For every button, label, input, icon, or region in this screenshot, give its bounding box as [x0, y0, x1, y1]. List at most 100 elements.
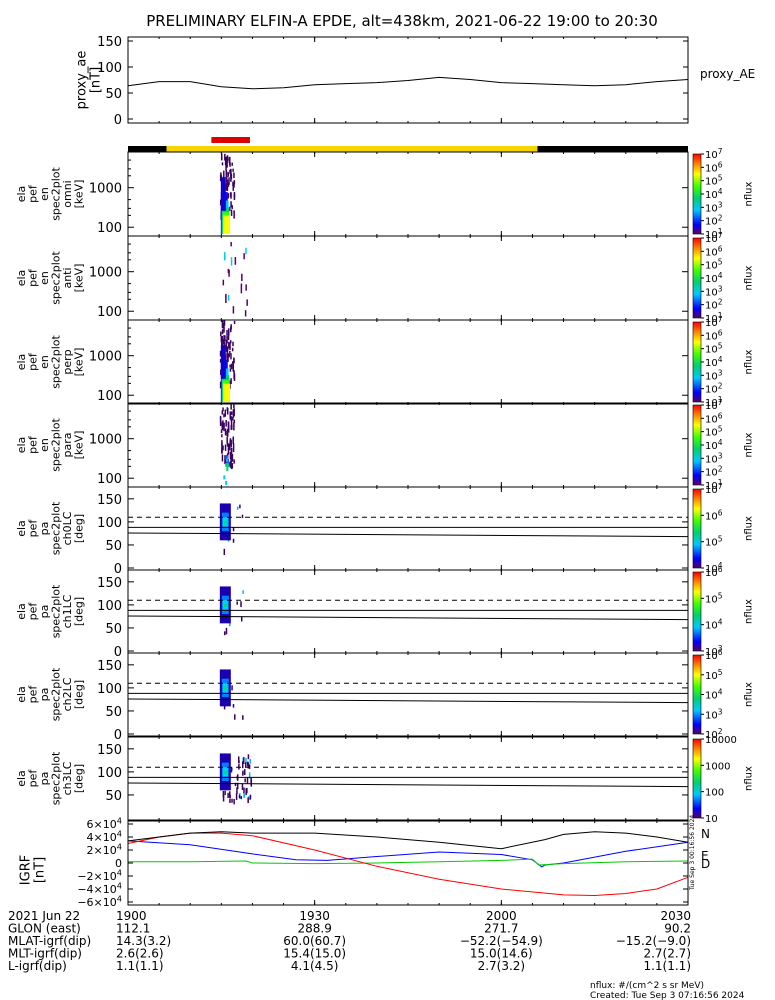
spectrogram-pixel: [238, 794, 241, 798]
spectrogram-pixel: [223, 320, 226, 326]
colorbar-tick-label: 105: [705, 535, 723, 549]
svg-text:[nT]: [nT]: [88, 67, 103, 93]
spectrogram-pixel: [227, 443, 230, 450]
footer-row-label: MLT-igrf(dip): [8, 947, 82, 961]
footnote-created: Created: Tue Sep 3 07:16:56 2024: [590, 991, 745, 1000]
spectrogram-pixel: [227, 424, 230, 433]
proxy-ae-panel: 150 100 50 0 proxy_ae[nT] proxy_AE: [75, 35, 756, 128]
spectrogram-pixel: [236, 601, 238, 605]
proxy-ae-line: [127, 76, 689, 90]
pa-panel-0: 150100500elapefpaspec2plotch0LC[deg]1071…: [15, 482, 755, 577]
pa-colorbar: 107 106 105 104 nflux: [692, 482, 755, 575]
spectrogram-pixel: [230, 378, 232, 384]
spectrogram-pixel: [224, 409, 227, 417]
footer-row-label: 2021 Jun 22: [8, 909, 80, 923]
spectrogram-pixel: [233, 422, 235, 431]
spectrogram-pixel: [222, 794, 225, 802]
colorbar-tick-label: 106: [705, 565, 723, 579]
pa-core: [223, 603, 227, 608]
spectrogram-pixel: [232, 704, 235, 708]
spectrogram-pixel: [226, 329, 228, 336]
spectrogram-pixel: [219, 350, 222, 357]
spectrogram-pixel: [228, 444, 231, 449]
svg-text:pef: pef: [27, 519, 40, 538]
spectrogram-pixel: [229, 411, 232, 420]
colorbar-tick-label: 101: [705, 227, 723, 241]
igrf-ylabel: IGRF[nT]: [19, 855, 48, 885]
spectrogram-pixel: [225, 462, 228, 467]
energy-frame: [127, 151, 689, 237]
svg-text:pef: pef: [27, 435, 40, 454]
svg-text:pa: pa: [38, 522, 51, 536]
colorbar-tick-label: 103: [705, 644, 723, 658]
spectrogram-pixel: [223, 631, 226, 636]
spectrogram-pixel: [221, 434, 223, 438]
spectrogram-pixel: [232, 443, 235, 452]
ephemeris-bar: [128, 137, 688, 152]
y-tick-label: 150: [97, 659, 122, 674]
footer-value: −52.2(−54.9): [460, 934, 543, 948]
spectrogram-pixel: [229, 162, 231, 167]
spectrogram-pixel: [221, 410, 224, 415]
y-tick-label: 1000: [89, 182, 122, 197]
pa-frame: [127, 652, 689, 737]
spectrogram-pixel: [233, 184, 235, 188]
spectrogram-pixel: [226, 436, 228, 444]
colorbar-tick-label: 101: [705, 478, 723, 492]
spectrogram-pixel: [232, 341, 234, 347]
legend-D: D: [701, 857, 710, 871]
spectrogram-pixel: [241, 514, 244, 519]
spectrogram-pixel: [243, 757, 245, 764]
spectrogram-pixel: [231, 411, 233, 416]
colorbar-tick-label: 102: [705, 382, 723, 396]
spectrogram-core: [220, 345, 226, 379]
spectrogram-pixel: [219, 199, 222, 206]
pa-colorbar: 106 105 104 103 102 nflux: [692, 648, 755, 741]
footer-value: 2.7(3.2): [478, 959, 526, 973]
svg-text:nflux: nflux: [744, 599, 755, 624]
spectrogram-pixel: [228, 328, 230, 336]
colorbar-gradient: [692, 488, 702, 569]
spectrogram-pixel: [230, 416, 232, 422]
spectrogram-pixel: [226, 407, 229, 415]
colorbar-label: nflux: [744, 682, 755, 707]
spectrogram-pixel: [243, 792, 245, 797]
footer-value: 15.4(15.0): [283, 947, 346, 961]
spectrogram-pixel: [233, 172, 235, 179]
colorbar-label: nflux: [744, 516, 755, 541]
spectrogram-pixel: [240, 796, 243, 800]
colorbar-tick-label: 106: [705, 411, 723, 425]
svg-text:nflux: nflux: [744, 432, 755, 457]
colorbar-tick-label: 106: [705, 244, 723, 258]
spectrogram-pixel: [233, 193, 236, 198]
energy-panel-2: 1000100elapefenspec2plotperp[keV]1071061…: [15, 315, 755, 409]
spectrogram-pixel: [220, 336, 223, 343]
colorbar-label: nflux: [744, 432, 755, 457]
spectrogram-pixel: [229, 798, 231, 804]
spectrogram-pixel: [228, 791, 231, 798]
spectrogram-pixel: [242, 590, 244, 594]
spectrogram-pixel: [227, 353, 229, 362]
spectrogram-pixel: [241, 761, 244, 769]
spectrogram-pixel: [244, 778, 246, 783]
footer-ephemeris-table: 2021 Jun 22 1900 1930 2000 2030 GLON (east) 11…: [8, 909, 691, 973]
svg-text:ela: ela: [15, 603, 28, 620]
spectrogram-pixel: [226, 352, 228, 361]
y-tick-label: 150: [97, 35, 122, 50]
pa-core: [223, 686, 227, 691]
svg-text:[keV]: [keV]: [73, 348, 86, 377]
spectrogram-pixel: [225, 344, 228, 352]
pa-core: [223, 520, 227, 525]
y-tick-label: 50: [105, 622, 122, 637]
spectrogram-pixel: [233, 370, 235, 379]
spectrogram-pixel: [229, 794, 231, 799]
svg-text:spec2plot: spec2plot: [50, 751, 63, 805]
timestamp-sidebar-text: Tue Sep 3 00:16:56 2024: [689, 815, 696, 891]
spectrogram-pixel: [222, 279, 225, 286]
spectrogram-pixel: [220, 429, 223, 434]
energy-frame: [127, 235, 689, 321]
pa-frame: [127, 736, 689, 821]
